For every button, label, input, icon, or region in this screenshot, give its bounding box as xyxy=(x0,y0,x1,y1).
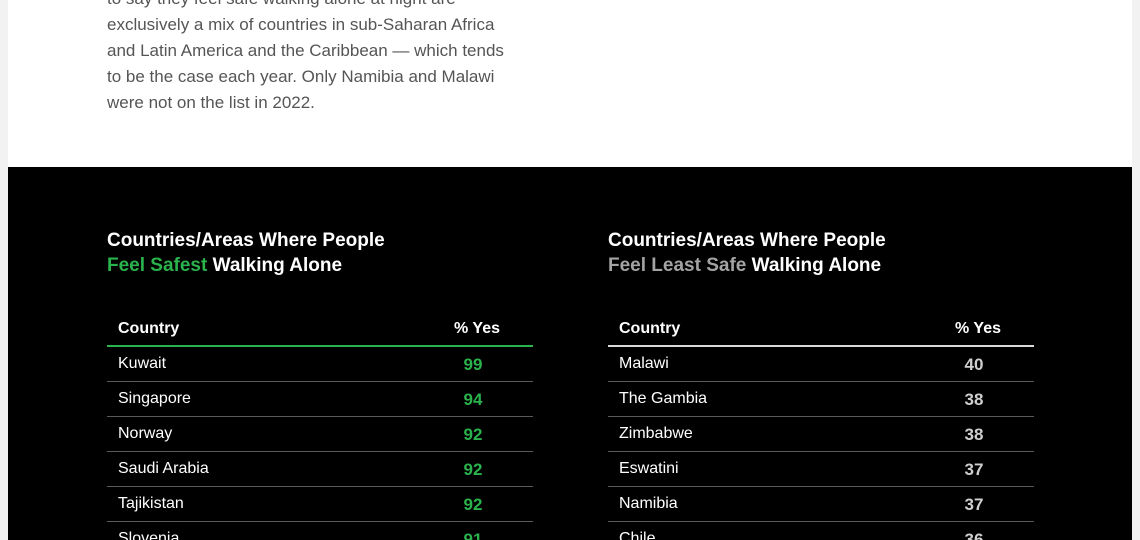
country-cell: Malawi xyxy=(619,355,669,372)
country-cell: Tajikistan xyxy=(118,495,184,512)
least-safe-title-rest: Walking Alone xyxy=(746,255,882,276)
header-divider xyxy=(107,345,533,347)
intro-line: and Latin America and the Caribbean — wh… xyxy=(107,41,504,60)
value-cell: 37 xyxy=(964,460,984,479)
intro-line: were not on the list in 2022. xyxy=(107,93,315,112)
country-cell: Slovenia xyxy=(118,530,180,540)
value-cell: 92 xyxy=(463,495,483,514)
value-cell: 92 xyxy=(463,460,483,479)
value-cell: 40 xyxy=(964,355,984,374)
table-row: Chile 36 xyxy=(608,522,1034,540)
yes-column-header: % Yes xyxy=(955,320,1001,337)
country-cell: The Gambia xyxy=(619,390,708,407)
safest-title-rest: Walking Alone xyxy=(207,255,343,276)
value-cell: 38 xyxy=(964,390,984,409)
table-row: Eswatini 37 xyxy=(608,452,1034,487)
value-cell: 91 xyxy=(463,530,483,540)
country-column-header: Country xyxy=(619,320,681,337)
value-cell: 38 xyxy=(964,425,984,444)
table-header: Country % Yes xyxy=(107,313,533,345)
country-column-header: Country xyxy=(118,320,180,337)
least-safe-title-line1: Countries/Areas Where People xyxy=(608,230,886,251)
country-cell: Saudi Arabia xyxy=(118,460,209,477)
safest-title: Countries/Areas Where People Feel Safest… xyxy=(107,228,533,278)
table-row: Malawi 40 xyxy=(608,347,1034,382)
country-cell: Chile xyxy=(619,530,656,540)
table-row: Norway 92 xyxy=(107,417,533,452)
yes-column-header: % Yes xyxy=(454,320,500,337)
table-row: Kuwait 99 xyxy=(107,347,533,382)
value-cell: 94 xyxy=(463,390,483,409)
table-row: The Gambia 38 xyxy=(608,382,1034,417)
safest-table: Country % Yes Kuwait 99 Singapore 94 Nor… xyxy=(107,313,533,540)
least-safe-title-highlight: Feel Least Safe xyxy=(608,255,747,276)
table-row: Singapore 94 xyxy=(107,382,533,417)
table-row: Namibia 37 xyxy=(608,487,1034,522)
intro-line: to say they feel safe walking alone at n… xyxy=(107,0,547,12)
country-cell: Namibia xyxy=(619,495,678,512)
country-cell: Norway xyxy=(118,425,173,442)
country-cell: Singapore xyxy=(118,390,191,407)
table-header: Country % Yes xyxy=(608,313,1034,345)
safest-title-line1: Countries/Areas Where People xyxy=(107,230,385,251)
value-cell: 99 xyxy=(463,355,483,374)
value-cell: 92 xyxy=(463,425,483,444)
country-cell: Zimbabwe xyxy=(619,425,693,442)
table-row: Zimbabwe 38 xyxy=(608,417,1034,452)
value-cell: 36 xyxy=(964,530,984,540)
intro-line: to be the case each year. Only Namibia a… xyxy=(107,67,495,86)
country-cell: Eswatini xyxy=(619,460,679,477)
least-safe-table: Country % Yes Malawi 40 The Gambia 38 Zi… xyxy=(608,313,1034,540)
tables-section: Countries/Areas Where People Feel Safest… xyxy=(8,167,1132,540)
header-divider xyxy=(608,345,1034,347)
safest-title-highlight: Feel Safest xyxy=(107,255,208,276)
value-cell: 37 xyxy=(964,495,984,514)
table-row: Saudi Arabia 92 xyxy=(107,452,533,487)
intro-line: exclusively a mix of countries in sub-Sa… xyxy=(107,15,495,34)
table-row: Slovenia 91 xyxy=(107,522,533,540)
intro-paragraph: to say they feel safe walking alone at n… xyxy=(107,0,547,116)
table-row: Tajikistan 92 xyxy=(107,487,533,522)
least-safe-title: Countries/Areas Where People Feel Least … xyxy=(608,228,1034,278)
country-cell: Kuwait xyxy=(118,355,167,372)
report-page: to say they feel safe walking alone at n… xyxy=(8,0,1132,540)
